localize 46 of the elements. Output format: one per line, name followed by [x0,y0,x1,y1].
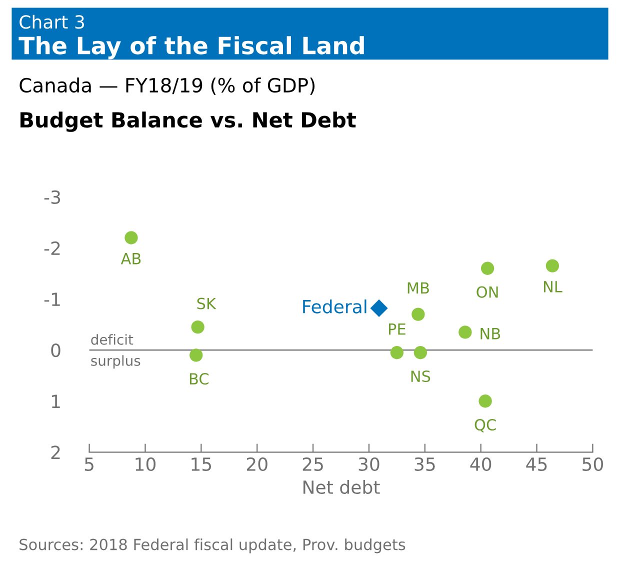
x-tick-label: 50 [582,457,604,472]
annotation: PE [389,323,406,335]
y-tick-label: 2 [51,446,60,460]
point [191,320,204,334]
point [190,348,203,362]
annotation: surplus [91,355,140,369]
point [478,394,492,408]
annotation: QC [474,418,496,432]
annotation: AB [120,253,141,264]
annotation: deficit [91,334,134,345]
x-axis-title: Net debt [304,480,380,494]
y-tick-label: -2 [44,241,60,255]
x-tick-label: 25 [302,457,323,472]
x-tick-label: 15 [192,458,212,472]
y-tick-label: 0 [51,344,60,358]
point [124,231,138,244]
annotation: ON [476,286,498,298]
x-tick-label: 45 [526,458,547,472]
x-tick-label: 20 [246,457,268,472]
point [370,299,388,317]
point [546,259,560,272]
annotation: NB [480,328,500,340]
chart-subtitle: Canada — FY18/19 (% of GDP) [20,78,315,95]
x-tick-label: 35 [414,457,435,472]
annotation: SK [197,298,216,310]
y-tick-label: 1 [52,394,60,408]
text: Budget Balance vs. Net Debt [20,112,356,132]
point [458,326,472,339]
annotation: BC [190,373,209,385]
point [480,262,494,275]
caption: Chart 3 [20,14,84,29]
point [414,346,428,360]
x-tick-label: 40 [470,457,492,472]
point [412,308,425,321]
point [390,346,404,360]
annotation: MB [408,282,429,294]
x-tick-label: 30 [358,457,380,472]
chart-title: The Lay of the Fiscal Land [18,36,364,60]
source-note: Sources: 2018 Federal fiscal update, Prov. budgets [20,538,406,554]
x-tick-label: 10 [136,457,156,472]
x-tick-label: 5 [84,458,94,472]
annotation: NS [411,370,430,382]
y-tick-label: -3 [44,190,60,204]
series-label: Federal [303,299,366,314]
annotation: NL [544,281,562,292]
y-tick-label: -1 [44,292,60,306]
